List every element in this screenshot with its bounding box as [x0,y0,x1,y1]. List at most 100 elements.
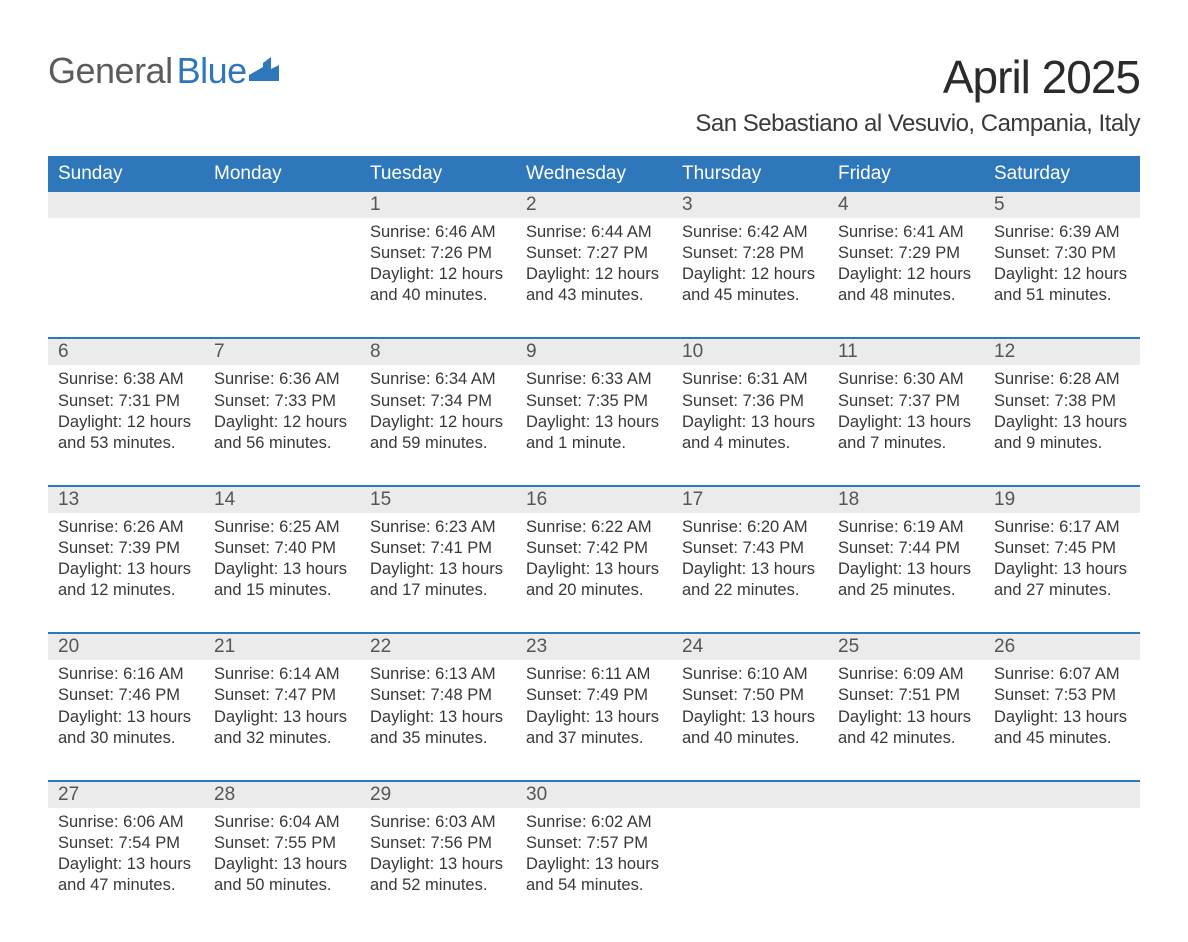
day-info-cell: Sunrise: 6:13 AMSunset: 7:48 PMDaylight:… [360,660,516,754]
header-row: GeneralBlue April 2025 San Sebastiano al… [48,50,1140,138]
daylight-line: Daylight: 13 hours and 17 minutes. [370,559,504,601]
day-number-cell: 16 [516,486,672,513]
daylight-line: Daylight: 13 hours and 42 minutes. [838,707,972,749]
sunset-line: Sunset: 7:36 PM [682,391,816,412]
day-number-cell: 20 [48,633,204,660]
logo-text-gray: General [48,50,173,92]
sunset-line: Sunset: 7:46 PM [58,685,192,706]
sunset-line: Sunset: 7:47 PM [214,685,348,706]
logo-flag-icon [249,57,283,85]
sunrise-line: Sunrise: 6:44 AM [526,222,660,243]
sunrise-line: Sunrise: 6:03 AM [370,812,504,833]
day-number-cell: 30 [516,781,672,808]
daylight-line: Daylight: 13 hours and 54 minutes. [526,854,660,896]
day-info-cell: Sunrise: 6:07 AMSunset: 7:53 PMDaylight:… [984,660,1140,754]
day-number-cell: 24 [672,633,828,660]
day-number-cell: 14 [204,486,360,513]
day-number-cell: 5 [984,192,1140,218]
calendar-table: Sunday Monday Tuesday Wednesday Thursday… [48,156,1140,902]
daylight-line: Daylight: 13 hours and 30 minutes. [58,707,192,749]
title-block: April 2025 San Sebastiano al Vesuvio, Ca… [695,50,1140,138]
day-number-row: 12345 [48,192,1140,218]
sunset-line: Sunset: 7:44 PM [838,538,972,559]
day-number-cell: 8 [360,338,516,365]
sunrise-line: Sunrise: 6:42 AM [682,222,816,243]
day-info-cell: Sunrise: 6:06 AMSunset: 7:54 PMDaylight:… [48,808,204,902]
day-number-cell [672,781,828,808]
day-info-row: Sunrise: 6:26 AMSunset: 7:39 PMDaylight:… [48,513,1140,607]
day-info-cell: Sunrise: 6:09 AMSunset: 7:51 PMDaylight:… [828,660,984,754]
day-header: Wednesday [516,156,672,192]
day-number-cell: 2 [516,192,672,218]
sunrise-line: Sunrise: 6:38 AM [58,369,192,390]
sunset-line: Sunset: 7:38 PM [994,391,1128,412]
daylight-line: Daylight: 12 hours and 48 minutes. [838,264,972,306]
day-number-cell: 4 [828,192,984,218]
day-header: Thursday [672,156,828,192]
sunrise-line: Sunrise: 6:33 AM [526,369,660,390]
daylight-line: Daylight: 13 hours and 47 minutes. [58,854,192,896]
day-info-cell: Sunrise: 6:41 AMSunset: 7:29 PMDaylight:… [828,218,984,312]
daylight-line: Daylight: 12 hours and 40 minutes. [370,264,504,306]
sunrise-line: Sunrise: 6:25 AM [214,517,348,538]
day-info-cell [672,808,828,902]
logo-text-blue: Blue [177,50,247,92]
day-info-cell: Sunrise: 6:11 AMSunset: 7:49 PMDaylight:… [516,660,672,754]
daylight-line: Daylight: 12 hours and 43 minutes. [526,264,660,306]
sunset-line: Sunset: 7:27 PM [526,243,660,264]
day-header: Saturday [984,156,1140,192]
sunrise-line: Sunrise: 6:36 AM [214,369,348,390]
day-info-cell: Sunrise: 6:44 AMSunset: 7:27 PMDaylight:… [516,218,672,312]
day-header: Monday [204,156,360,192]
day-number-cell: 21 [204,633,360,660]
day-number-cell: 26 [984,633,1140,660]
day-info-cell: Sunrise: 6:25 AMSunset: 7:40 PMDaylight:… [204,513,360,607]
daylight-line: Daylight: 13 hours and 32 minutes. [214,707,348,749]
day-info-cell: Sunrise: 6:04 AMSunset: 7:55 PMDaylight:… [204,808,360,902]
day-info-cell: Sunrise: 6:39 AMSunset: 7:30 PMDaylight:… [984,218,1140,312]
day-info-cell: Sunrise: 6:19 AMSunset: 7:44 PMDaylight:… [828,513,984,607]
daylight-line: Daylight: 13 hours and 15 minutes. [214,559,348,601]
day-number-cell: 11 [828,338,984,365]
day-header: Friday [828,156,984,192]
day-number-cell: 19 [984,486,1140,513]
sunset-line: Sunset: 7:42 PM [526,538,660,559]
daylight-line: Daylight: 13 hours and 4 minutes. [682,412,816,454]
sunrise-line: Sunrise: 6:46 AM [370,222,504,243]
week-separator [48,607,1140,633]
daylight-line: Daylight: 13 hours and 37 minutes. [526,707,660,749]
day-info-cell: Sunrise: 6:14 AMSunset: 7:47 PMDaylight:… [204,660,360,754]
day-number-cell: 13 [48,486,204,513]
sunset-line: Sunset: 7:50 PM [682,685,816,706]
sunrise-line: Sunrise: 6:19 AM [838,517,972,538]
daylight-line: Daylight: 13 hours and 40 minutes. [682,707,816,749]
day-number-cell: 28 [204,781,360,808]
day-info-cell: Sunrise: 6:34 AMSunset: 7:34 PMDaylight:… [360,365,516,459]
daylight-line: Daylight: 13 hours and 7 minutes. [838,412,972,454]
sunrise-line: Sunrise: 6:34 AM [370,369,504,390]
sunset-line: Sunset: 7:37 PM [838,391,972,412]
sunrise-line: Sunrise: 6:26 AM [58,517,192,538]
daylight-line: Daylight: 13 hours and 25 minutes. [838,559,972,601]
day-number-cell: 3 [672,192,828,218]
sunrise-line: Sunrise: 6:11 AM [526,664,660,685]
day-number-cell: 12 [984,338,1140,365]
daylight-line: Daylight: 13 hours and 1 minute. [526,412,660,454]
sunrise-line: Sunrise: 6:04 AM [214,812,348,833]
calendar-page: GeneralBlue April 2025 San Sebastiano al… [0,0,1188,942]
sunrise-line: Sunrise: 6:30 AM [838,369,972,390]
day-number-cell [828,781,984,808]
day-number-row: 20212223242526 [48,633,1140,660]
location-subtitle: San Sebastiano al Vesuvio, Campania, Ita… [695,110,1140,138]
sunset-line: Sunset: 7:26 PM [370,243,504,264]
week-separator [48,460,1140,486]
day-header-row: Sunday Monday Tuesday Wednesday Thursday… [48,156,1140,192]
day-info-cell [48,218,204,312]
day-info-cell: Sunrise: 6:16 AMSunset: 7:46 PMDaylight:… [48,660,204,754]
day-number-cell: 17 [672,486,828,513]
sunset-line: Sunset: 7:48 PM [370,685,504,706]
day-number-cell: 9 [516,338,672,365]
day-info-row: Sunrise: 6:38 AMSunset: 7:31 PMDaylight:… [48,365,1140,459]
sunrise-line: Sunrise: 6:28 AM [994,369,1128,390]
sunset-line: Sunset: 7:55 PM [214,833,348,854]
